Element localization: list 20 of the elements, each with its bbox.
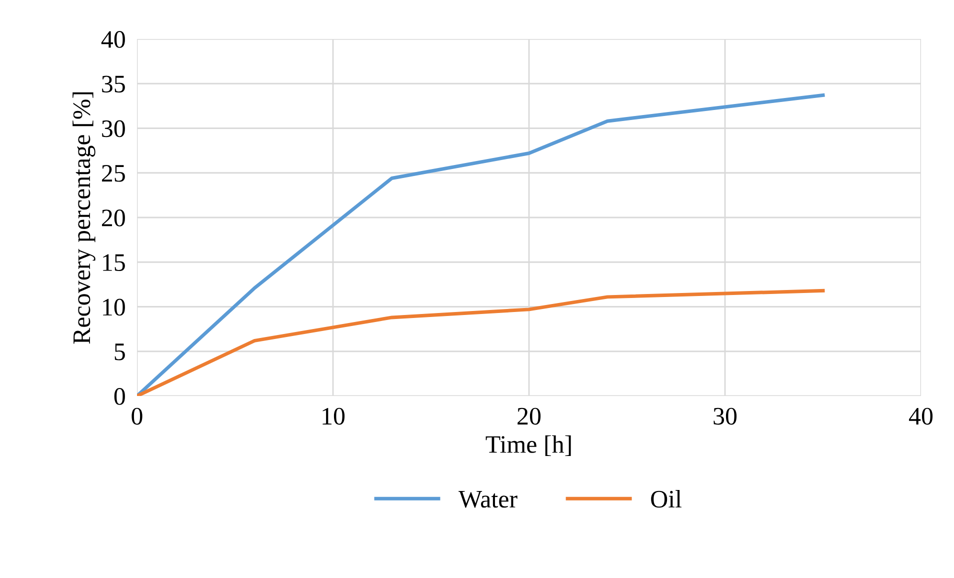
y-axis-title: Recovery percentage [%] xyxy=(72,92,96,344)
legend-label: Oil xyxy=(651,490,682,508)
legend-label: Water xyxy=(458,491,518,508)
x-tick-label: 40 xyxy=(908,408,933,425)
y-tick-label: 35 xyxy=(102,76,125,93)
y-tick-label: 10 xyxy=(103,298,125,316)
x-tick-label: 0 xyxy=(132,408,142,425)
x-axis-title: Time [h] xyxy=(486,435,571,456)
x-tick-label: 30 xyxy=(714,408,737,425)
line-series xyxy=(137,93,825,396)
x-tick-label: 20 xyxy=(518,408,541,425)
line-series xyxy=(137,288,825,396)
y-tick-label: 15 xyxy=(103,254,125,272)
x-tick-label: 10 xyxy=(322,408,345,425)
y-tick-label: 20 xyxy=(102,210,125,226)
y-tick-label: 5 xyxy=(114,344,125,360)
y-tick-label: 25 xyxy=(102,164,125,182)
y-tick-label: 0 xyxy=(114,388,125,405)
y-tick-label: 40 xyxy=(101,31,125,48)
y-tick-label: 30 xyxy=(102,120,125,138)
